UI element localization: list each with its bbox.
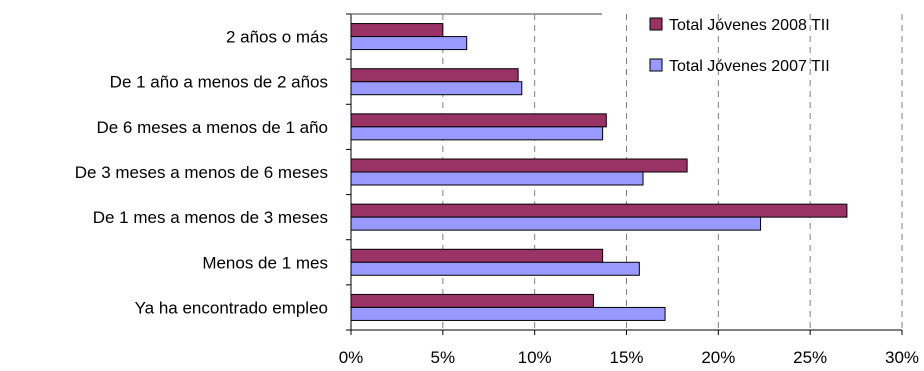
bars — [350, 23, 848, 321]
bar — [350, 113, 607, 128]
x-tick-label: 10% — [518, 348, 552, 367]
bar — [350, 216, 762, 231]
legend-swatch — [649, 17, 663, 31]
bar — [350, 81, 523, 96]
x-tick-label: 0% — [339, 348, 364, 367]
x-tick-label: 5% — [431, 348, 456, 367]
bar — [350, 158, 688, 173]
bar — [350, 306, 666, 321]
bar — [350, 68, 519, 83]
bar — [350, 36, 468, 51]
bar — [350, 203, 848, 218]
legend-swatch — [649, 58, 663, 72]
x-tick-label: 25% — [793, 348, 827, 367]
category-label: De 3 meses a menos de 6 meses — [75, 163, 328, 182]
bar — [350, 248, 604, 263]
bar — [350, 23, 444, 38]
legend-label: Total Jóvenes 2008 TII — [669, 17, 830, 34]
category-label: De 6 meses a menos de 1 año — [96, 118, 328, 137]
category-label: De 1 año a menos de 2 años — [110, 73, 328, 92]
bar — [350, 293, 594, 308]
x-tick-label: 15% — [609, 348, 643, 367]
x-tick-labels: 0% 5% 10% 15% 20% 25% 30% — [339, 348, 919, 367]
bar — [350, 126, 604, 141]
category-label: De 1 mes a menos de 3 meses — [93, 208, 328, 227]
category-label: 2 años o más — [226, 28, 328, 47]
legend: Total Jóvenes 2008 TII Total Jóvenes 2007… — [649, 17, 830, 75]
legend-label: Total Jóvenes 2007 TII — [669, 58, 830, 75]
category-label: Ya ha encontrado empleo — [135, 298, 328, 317]
category-label: Menos de 1 mes — [202, 253, 328, 272]
x-tick-label: 30% — [885, 348, 919, 367]
category-labels: 2 años o más De 1 año a menos de 2 años De… — [75, 28, 328, 318]
x-tick-label: 20% — [701, 348, 735, 367]
bar — [350, 261, 640, 276]
axes — [346, 13, 903, 335]
bar — [350, 171, 644, 186]
